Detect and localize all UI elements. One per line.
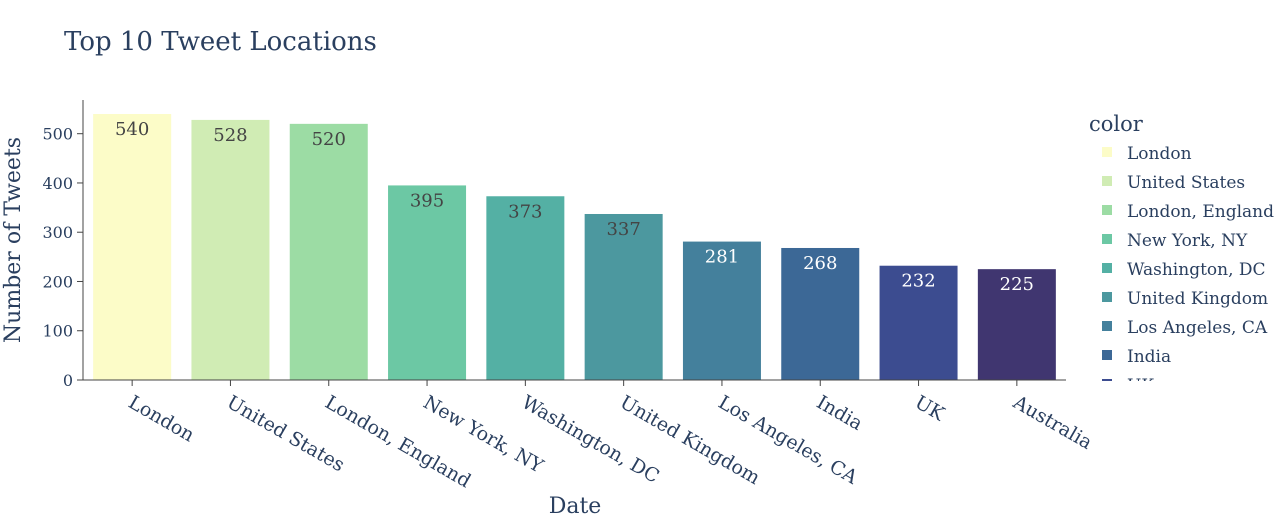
legend-entry-label[interactable]: Los Angeles, CA: [1127, 318, 1268, 338]
legend-swatch: [1102, 379, 1112, 381]
legend-entry-label[interactable]: United Kingdom: [1127, 289, 1268, 309]
bar[interactable]: [682, 241, 761, 380]
y-tick-label: 400: [42, 174, 73, 193]
bar-value-label: 337: [606, 219, 640, 240]
legend-swatch: [1102, 147, 1112, 157]
legend-swatch: [1102, 234, 1112, 244]
bar-value-label: 395: [410, 190, 444, 211]
legend-swatch: [1102, 263, 1112, 273]
x-tick-label: Australia: [1008, 391, 1095, 454]
bar-value-label: 268: [803, 253, 837, 274]
y-tick-label: 100: [42, 322, 73, 341]
bar-value-label: 528: [213, 125, 247, 146]
legend-entry-label[interactable]: London, England: [1127, 202, 1274, 222]
bar-value-label: 540: [115, 119, 149, 140]
x-tick-label: London: [125, 391, 198, 446]
legend[interactable]: color London United States London, England…: [1089, 112, 1274, 396]
legend-entry-label: UK: [1127, 376, 1154, 396]
y-tick-label: 300: [42, 223, 73, 242]
y-tick-label: 0: [63, 371, 73, 390]
bar[interactable]: [93, 113, 172, 380]
bar[interactable]: [191, 119, 270, 381]
bars-group: [93, 113, 1056, 381]
legend-swatch: [1102, 350, 1112, 360]
x-axis-title: Date: [549, 494, 602, 519]
y-axis-title: Number of Tweets: [1, 137, 26, 343]
legend-title: color: [1089, 112, 1144, 136]
bar[interactable]: [584, 213, 663, 380]
bar[interactable]: [289, 123, 368, 381]
bar-value-label: 281: [705, 247, 739, 268]
legend-items: London United States London, England New Yo…: [1102, 144, 1274, 396]
x-tick-label: UK: [911, 391, 949, 426]
legend-swatch: [1102, 321, 1112, 331]
legend-entry-label[interactable]: India: [1127, 347, 1171, 367]
bar-labels-group: 540 528 520 395 373 337 281 268 232 225: [115, 119, 1034, 295]
legend-entry-label[interactable]: New York, NY: [1127, 231, 1248, 251]
y-tick-label: 200: [42, 272, 73, 291]
x-tick-label: India: [813, 391, 867, 435]
legend-entry-label[interactable]: United States: [1127, 173, 1245, 193]
legend-entry-label[interactable]: Washington, DC: [1127, 260, 1266, 280]
y-tick-label: 500: [42, 125, 73, 144]
legend-swatch: [1102, 176, 1112, 186]
bar[interactable]: [388, 185, 467, 380]
y-axis-ticks: 0 100 200 300 400 500: [42, 125, 83, 390]
legend-swatch: [1102, 205, 1112, 215]
legend-swatch: [1102, 292, 1112, 302]
bar[interactable]: [879, 265, 958, 380]
chart-title: Top 10 Tweet Locations: [64, 27, 377, 57]
bar-value-label: 225: [1000, 274, 1034, 295]
bar-value-label: 520: [312, 129, 346, 150]
bar[interactable]: [486, 196, 565, 380]
bar-value-label: 373: [508, 201, 542, 222]
legend-clipped-entry: UK: [1102, 376, 1154, 396]
bar[interactable]: [977, 269, 1056, 380]
bar[interactable]: [781, 247, 860, 380]
legend-entry-label[interactable]: London: [1127, 144, 1192, 164]
bar-value-label: 232: [901, 271, 935, 292]
